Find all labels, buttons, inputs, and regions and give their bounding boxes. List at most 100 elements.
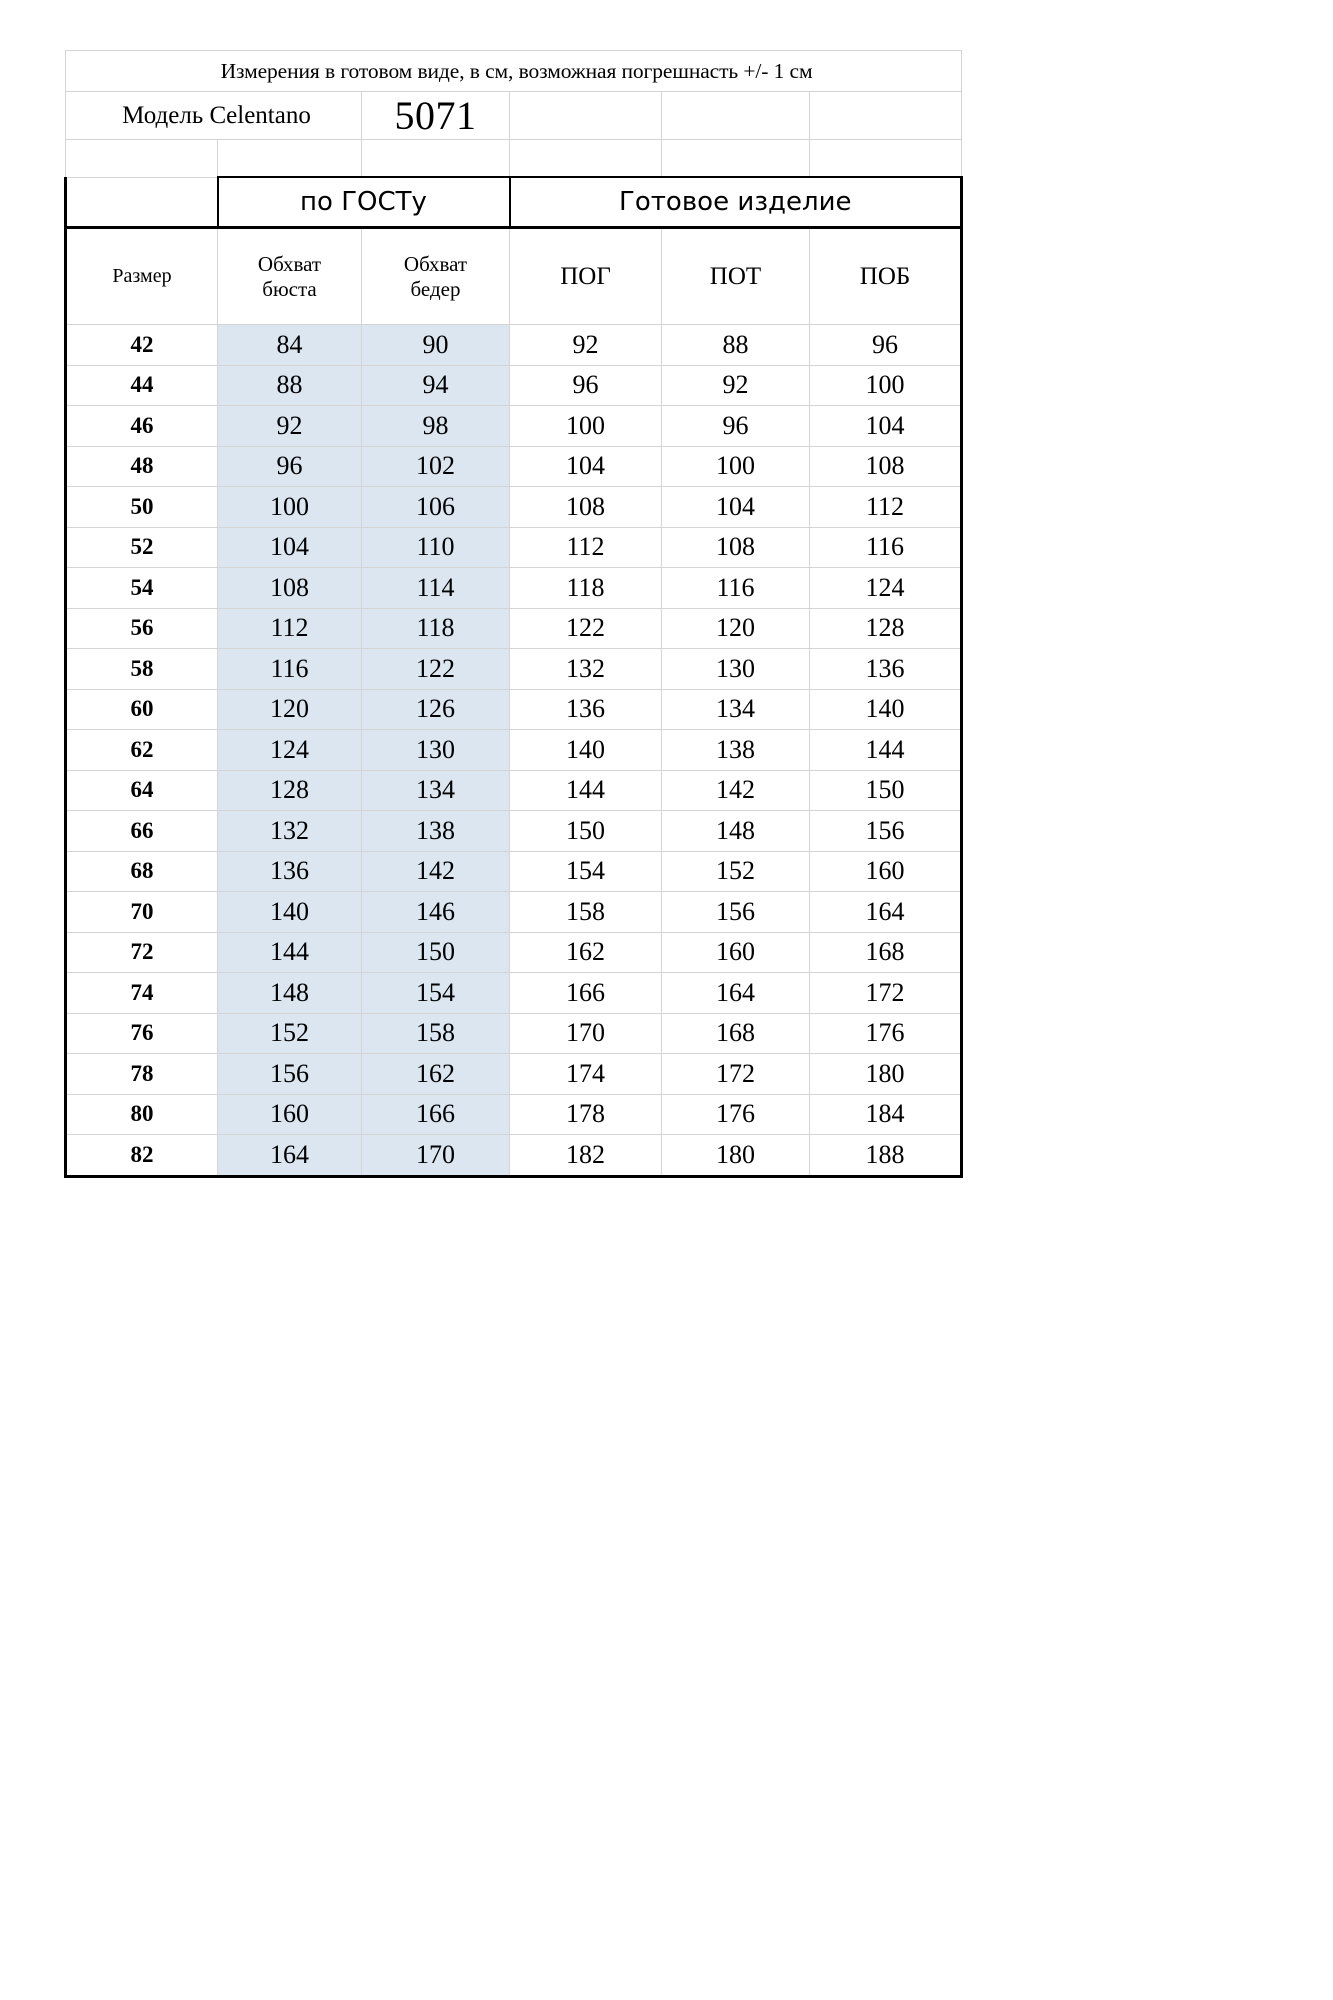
cell-pot: 108 [661,526,810,568]
cell-pog: 112 [509,526,662,568]
cell-pob: 156 [808,810,964,852]
cell-bust: 116 [217,648,362,690]
cell-size: 64 [64,769,218,811]
column-header-size: Размер [64,227,218,325]
cell-pob: 124 [808,567,964,609]
cell-pog: 100 [509,405,662,447]
column-header-pob-label: ПОБ [859,262,911,290]
cell-pot: 152 [661,850,810,892]
cell-pog: 162 [509,931,662,973]
cell-size: 42 [64,324,218,366]
page-title: Измерения в готовом виде, в см, возможна… [64,50,963,92]
cell-hips: 142 [361,850,510,892]
table-row: 60 120 126 136 134 140 [64,688,964,730]
cell-size: 80 [64,1093,218,1135]
cell-pot: 180 [661,1134,810,1178]
cell-pot: 88 [661,324,810,366]
cell-pog: 140 [509,729,662,771]
table-row: 80 160 166 178 176 184 [64,1093,964,1135]
cell-bust: 160 [217,1093,362,1135]
cell-pob: 188 [808,1134,964,1178]
cell-pog: 144 [509,769,662,811]
cell-bust: 92 [217,405,362,447]
cell-bust: 96 [217,445,362,487]
table-row: 76 152 158 170 168 176 [64,1012,964,1054]
cell-size: 76 [64,1012,218,1054]
cell-bust: 136 [217,850,362,892]
cell-pob: 128 [808,607,964,649]
size-chart-table: Измерения в готовом виде, в см, возможна… [64,50,964,1178]
column-header-hips-line1: Обхват [403,251,468,276]
cell-bust: 84 [217,324,362,366]
column-header-pob: ПОБ [808,227,964,325]
table-row: 46 92 98 100 96 104 [64,405,964,447]
table-row: 58 116 122 132 130 136 [64,648,964,690]
model-row-blank-2 [661,91,810,140]
cell-pot: 116 [661,567,810,609]
spacer-row [65,139,963,178]
cell-pot: 120 [661,607,810,649]
cell-bust: 152 [217,1012,362,1054]
cell-pob: 116 [808,526,964,568]
spacer-cell-6 [808,139,963,178]
column-header-pot-label: ПОТ [709,262,762,290]
cell-pot: 172 [661,1053,810,1095]
table-row: 48 96 102 104 100 108 [64,445,964,487]
spacer-cell-2 [217,139,362,178]
cell-pot: 168 [661,1012,810,1054]
cell-size: 72 [64,931,218,973]
cell-pob: 160 [808,850,964,892]
cell-size: 44 [64,364,218,406]
cell-pot: 142 [661,769,810,811]
cell-size: 54 [64,567,218,609]
cell-pog: 108 [509,486,662,528]
cell-hips: 134 [361,769,510,811]
cell-pot: 176 [661,1093,810,1135]
cell-size: 82 [64,1134,218,1178]
cell-bust: 148 [217,972,362,1014]
cell-pob: 180 [808,1053,964,1095]
model-label: Модель Celentano [65,91,362,140]
cell-pot: 148 [661,810,810,852]
cell-hips: 102 [361,445,510,487]
cell-pob: 100 [808,364,964,406]
cell-hips: 146 [361,891,510,933]
table-row: 56 112 118 122 120 128 [64,607,964,649]
cell-pog: 132 [509,648,662,690]
cell-size: 46 [64,405,218,447]
cell-size: 74 [64,972,218,1014]
table-row: 78 156 162 174 172 180 [64,1053,964,1095]
cell-pot: 104 [661,486,810,528]
cell-bust: 140 [217,891,362,933]
cell-hips: 110 [361,526,510,568]
table-row: 50 100 106 108 104 112 [64,486,964,528]
cell-hips: 162 [361,1053,510,1095]
cell-pot: 156 [661,891,810,933]
cell-bust: 88 [217,364,362,406]
column-header-bust: Обхват бюста [217,227,362,325]
size-chart-body: Измерения в готовом виде, в см, возможна… [64,50,964,1178]
cell-size: 66 [64,810,218,852]
cell-hips: 130 [361,729,510,771]
cell-hips: 138 [361,810,510,852]
column-header-size-label: Размер [112,264,172,287]
cell-pot: 164 [661,972,810,1014]
cell-hips: 126 [361,688,510,730]
cell-pob: 144 [808,729,964,771]
cell-pog: 122 [509,607,662,649]
cell-pog: 150 [509,810,662,852]
table-row: 52 104 110 112 108 116 [64,526,964,568]
cell-pog: 182 [509,1134,662,1178]
cell-pog: 174 [509,1053,662,1095]
cell-bust: 128 [217,769,362,811]
cell-pot: 130 [661,648,810,690]
cell-size: 60 [64,688,218,730]
cell-bust: 144 [217,931,362,973]
cell-hips: 98 [361,405,510,447]
table-row: 44 88 94 96 92 100 [64,364,964,406]
cell-size: 62 [64,729,218,771]
cell-hips: 154 [361,972,510,1014]
column-header-hips-line2: бедер [410,276,461,301]
title-row: Измерения в готовом виде, в см, возможна… [64,50,963,92]
